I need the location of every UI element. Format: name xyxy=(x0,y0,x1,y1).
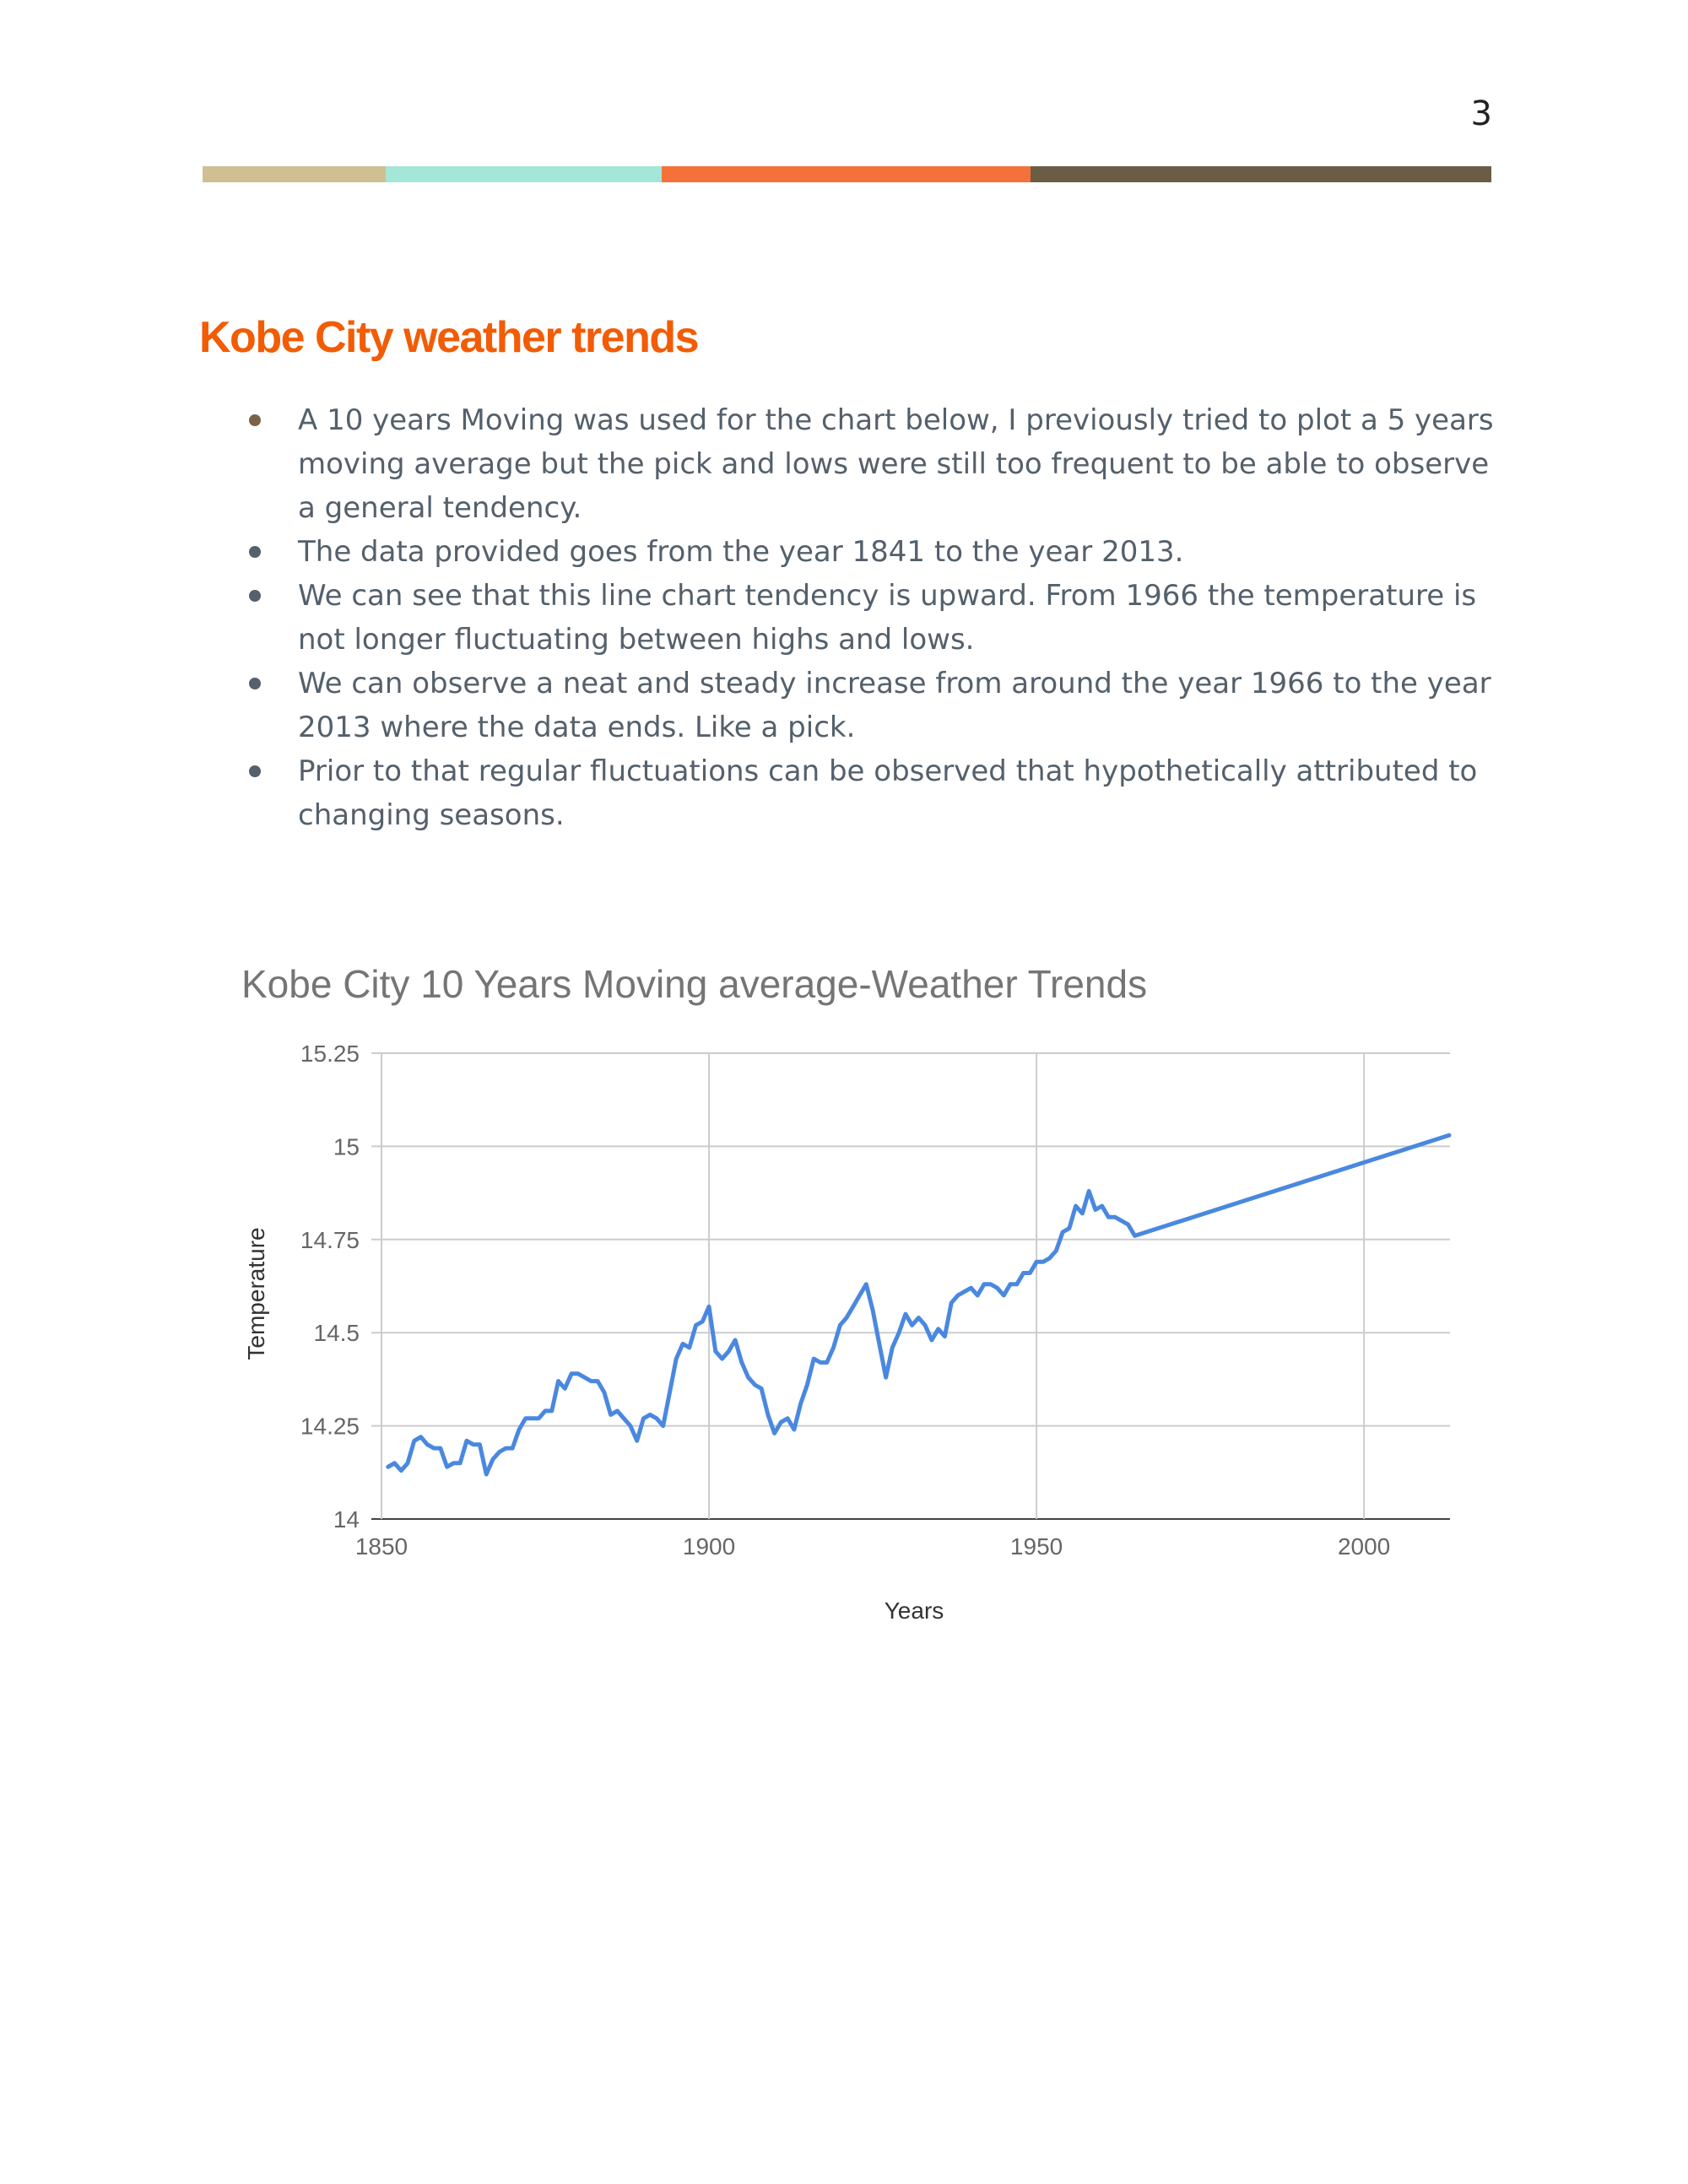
temperature-line-chart: Kobe City 10 Years Moving average-Weathe… xyxy=(241,962,1452,1624)
x-tick-label: 2000 xyxy=(1338,1533,1390,1560)
page-number: 3 xyxy=(1470,95,1492,133)
bullet-dot xyxy=(249,678,261,689)
y-gridlines xyxy=(371,1052,1450,1520)
x-tick-label: 1950 xyxy=(1010,1533,1063,1560)
bullet-text: We can observe a neat and steady increas… xyxy=(298,667,1491,744)
y-tick-label: 14.25 xyxy=(300,1414,360,1440)
bullet-text: We can see that this line chart tendency… xyxy=(298,579,1477,657)
bullet-item: We can see that this line chart tendency… xyxy=(241,574,1507,662)
y-tick-label: 14.5 xyxy=(314,1320,360,1346)
y-axis-label: Temperature xyxy=(243,1227,269,1360)
bullet-item: We can observe a neat and steady increas… xyxy=(241,662,1507,749)
y-tick-label: 14 xyxy=(333,1506,360,1533)
bullet-item: The data provided goes from the year 184… xyxy=(241,530,1507,574)
chart-title: Kobe City 10 Years Moving average-Weathe… xyxy=(241,962,1147,1006)
bullet-dot xyxy=(249,414,261,426)
y-tick-label: 15 xyxy=(333,1133,360,1160)
bullet-text: The data provided goes from the year 184… xyxy=(298,535,1184,569)
bullet-dot xyxy=(249,765,261,777)
bullet-item: Prior to that regular fluctuations can b… xyxy=(241,749,1507,837)
section-heading: Kobe City weather trends xyxy=(199,313,700,362)
x-tick-labels: 1850 1900 1950 2000 xyxy=(355,1533,1390,1560)
temperature-series-line xyxy=(386,1133,1452,1477)
y-tick-label: 14.75 xyxy=(300,1227,360,1253)
color-bar-segment-orange xyxy=(662,166,1031,182)
color-bar-segment-teal xyxy=(386,166,662,182)
bullet-dot xyxy=(249,590,261,602)
x-gridlines xyxy=(381,1053,1366,1519)
decorative-color-bar xyxy=(203,166,1491,182)
color-bar-segment-brown xyxy=(1031,166,1491,182)
x-tick-label: 1900 xyxy=(683,1533,735,1560)
bullet-dot xyxy=(249,546,261,558)
x-tick-label: 1850 xyxy=(355,1533,408,1560)
x-axis-label: Years xyxy=(885,1597,944,1624)
bullet-list: A 10 years Moving was used for the chart… xyxy=(241,398,1507,837)
color-bar-segment-tan xyxy=(203,166,386,182)
bullet-item: A 10 years Moving was used for the chart… xyxy=(241,398,1507,530)
bullet-text: Prior to that regular fluctuations can b… xyxy=(298,754,1478,832)
y-tick-labels: 14 14.25 14.5 14.75 15 15.25 xyxy=(300,1041,360,1533)
y-tick-label: 15.25 xyxy=(300,1041,360,1067)
bullet-text: A 10 years Moving was used for the chart… xyxy=(298,403,1494,525)
